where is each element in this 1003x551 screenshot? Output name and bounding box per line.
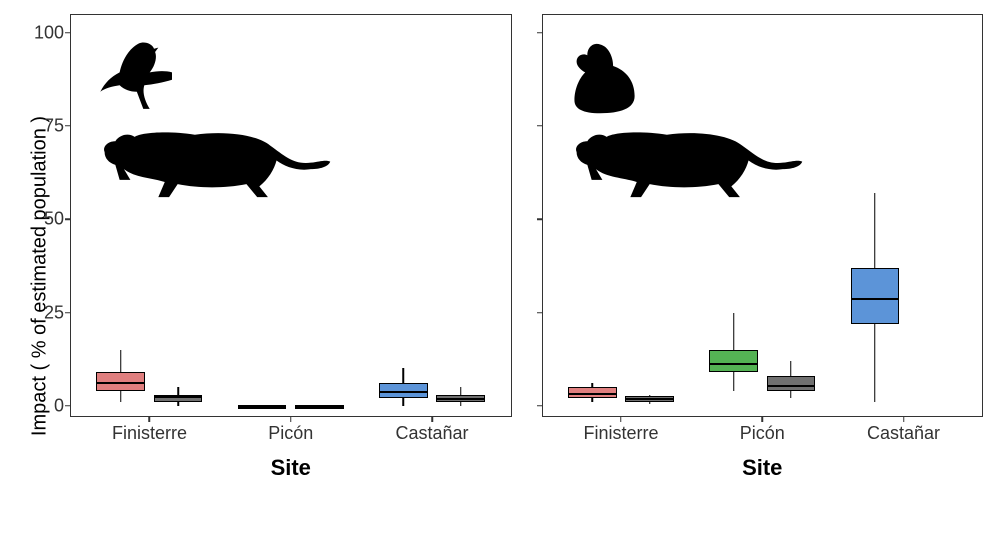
median-line <box>767 385 816 387</box>
box-rect <box>709 350 758 372</box>
median-line <box>851 298 900 300</box>
box-rect <box>767 376 816 391</box>
xtick-label: Castañar <box>395 417 468 444</box>
ytick-mark <box>537 32 542 34</box>
silhouette-icons <box>96 38 405 119</box>
mongoose-icon <box>96 124 332 205</box>
boxplot <box>436 14 485 417</box>
silhouette-icons <box>568 38 877 119</box>
panel-left: 0255075100FinisterrePicónCastañarSite <box>70 14 512 481</box>
median-line <box>96 382 145 384</box>
ytick-mark <box>537 125 542 127</box>
ytick-mark <box>537 312 542 314</box>
median-line <box>154 396 203 398</box>
ytick-mark <box>65 312 70 314</box>
panel-right: FinisterrePicónCastañarSite <box>542 14 984 481</box>
median-line <box>379 391 428 393</box>
rabbit-icon <box>568 38 643 119</box>
median-line <box>436 398 485 400</box>
xtick-label: Picón <box>740 417 785 444</box>
plot-area: 0255075100FinisterrePicónCastañar <box>70 14 512 417</box>
ytick-mark <box>65 32 70 34</box>
xtick-label: Finisterre <box>583 417 658 444</box>
xtick-label: Castañar <box>867 417 940 444</box>
panels-container: 0255075100FinisterrePicónCastañarSiteFin… <box>70 14 983 481</box>
mongoose-icon <box>568 124 804 205</box>
xtick-label: Picón <box>268 417 313 444</box>
y-axis-label: Impact ( % of estimated population ) <box>29 115 52 435</box>
ytick-mark <box>65 405 70 407</box>
ytick-mark <box>65 125 70 127</box>
xtick-label: Finisterre <box>112 417 187 444</box>
ytick-mark <box>537 405 542 407</box>
median-line <box>238 407 287 409</box>
median-line <box>568 393 617 395</box>
figure: Impact ( % of estimated population ) 025… <box>0 0 1003 551</box>
plot-area: FinisterrePicónCastañar <box>542 14 984 417</box>
median-line <box>295 407 344 409</box>
median-line <box>709 363 758 365</box>
bird-icon <box>96 38 171 119</box>
ytick-mark <box>65 218 70 220</box>
median-line <box>625 398 674 400</box>
box-rect <box>851 268 900 324</box>
ytick-mark <box>537 218 542 220</box>
